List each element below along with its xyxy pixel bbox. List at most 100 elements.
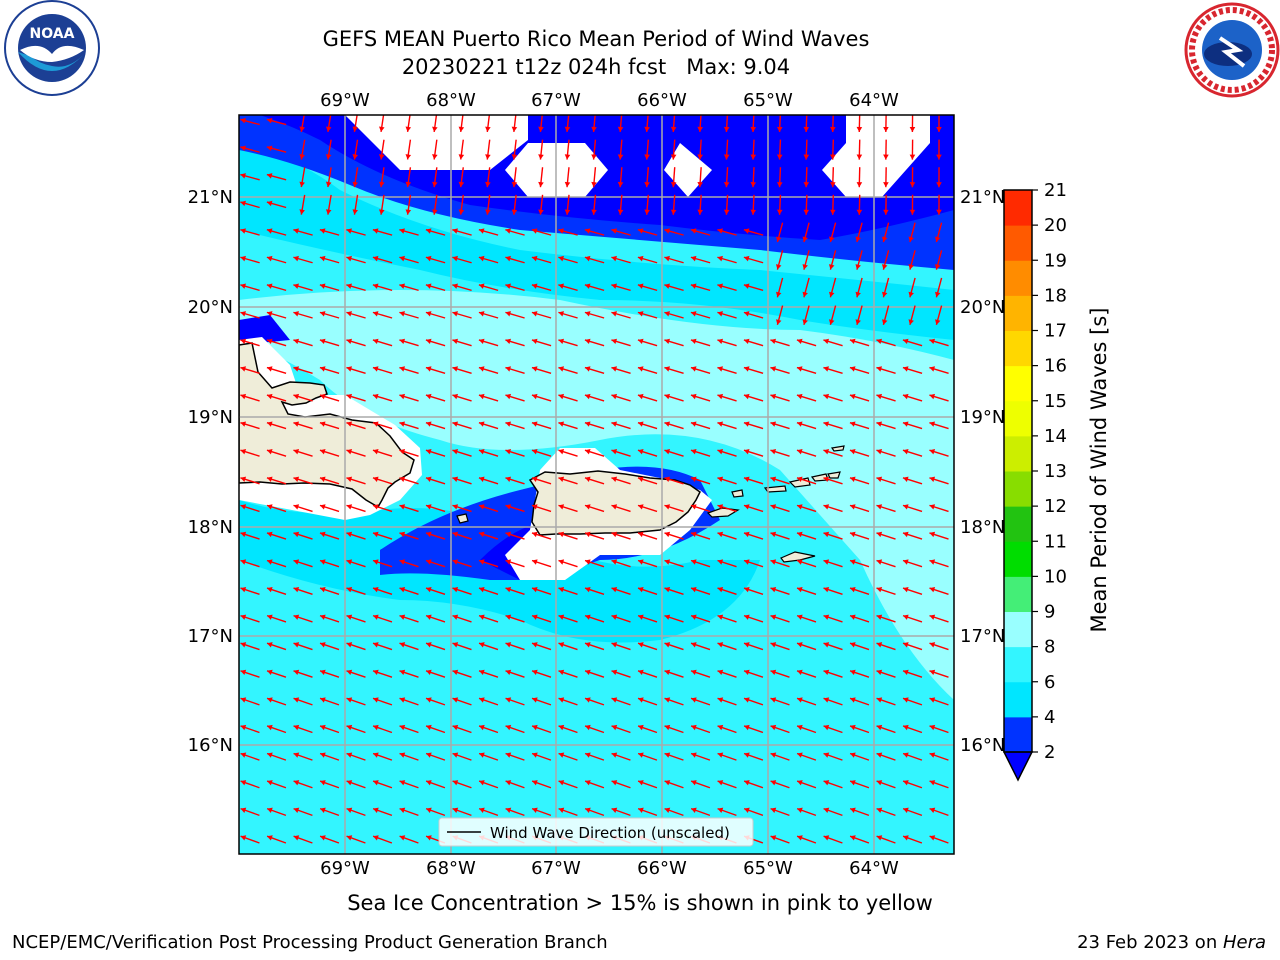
- colorbar-tick-label: 2: [1044, 742, 1055, 763]
- wave-direction-arrow: [611, 504, 631, 513]
- wave-direction-arrow: [829, 222, 837, 243]
- wave-direction-arrow: [717, 449, 737, 457]
- wave-direction-arrow: [531, 614, 552, 623]
- wave-direction-arrow: [717, 752, 737, 761]
- wave-direction-arrow: [876, 780, 896, 789]
- wave-direction-arrow: [399, 559, 419, 568]
- colorbar-segment: [1004, 260, 1032, 296]
- wave-direction-arrow: [664, 393, 684, 402]
- wave-direction-arrow: [664, 283, 684, 292]
- wave-direction-arrow: [717, 421, 737, 430]
- wave-direction-arrow: [637, 586, 658, 595]
- colorbar-tick-label: 4: [1044, 707, 1055, 728]
- wave-direction-arrow: [664, 586, 684, 595]
- wave-direction-arrow: [690, 780, 711, 789]
- wave-direction-arrow: [909, 139, 916, 160]
- colorbar-tick-label: 11: [1044, 531, 1067, 552]
- wave-direction-arrow: [319, 697, 340, 706]
- wave-direction-arrow: [266, 311, 287, 319]
- wave-direction-arrow: [452, 724, 472, 734]
- wave-direction-arrow: [531, 228, 552, 236]
- wave-direction-arrow: [823, 752, 843, 761]
- wave-direction-arrow: [876, 614, 896, 623]
- wave-direction-arrow: [425, 807, 446, 817]
- wave-direction-arrow: [531, 586, 552, 595]
- wave-direction-arrow: [908, 222, 916, 243]
- wave-direction-arrow: [803, 194, 810, 215]
- wave-direction-arrow: [266, 421, 287, 430]
- wave-direction-arrow: [876, 421, 896, 430]
- wave-direction-arrow: [399, 421, 419, 430]
- wave-direction-arrow: [372, 724, 393, 734]
- wave-direction-arrow: [372, 338, 393, 347]
- wave-direction-arrow: [770, 421, 790, 430]
- wave-direction-arrow: [425, 642, 446, 651]
- wave-direction-arrow: [823, 724, 843, 734]
- wave-direction-arrow: [452, 476, 472, 485]
- wave-direction-arrow: [637, 338, 658, 347]
- wave-direction-arrow: [452, 449, 472, 457]
- lat-label-left: 21°N: [188, 187, 233, 208]
- wave-direction-arrow: [770, 752, 790, 761]
- wave-direction-arrow: [432, 139, 438, 160]
- wave-direction-arrow: [319, 476, 340, 485]
- wave-direction-arrow: [644, 167, 650, 188]
- wave-direction-arrow: [611, 807, 631, 817]
- wave-direction-arrow: [584, 586, 605, 595]
- wave-direction-arrow: [511, 194, 518, 215]
- wave-direction-arrow: [929, 504, 949, 513]
- wave-direction-arrow: [902, 559, 923, 568]
- wave-direction-arrow: [717, 283, 737, 292]
- wave-direction-arrow: [240, 338, 260, 347]
- wave-direction-arrow: [611, 311, 631, 319]
- wave-direction-arrow: [452, 504, 472, 513]
- wave-direction-arrow: [319, 807, 340, 817]
- wave-direction-arrow: [823, 531, 843, 540]
- wave-direction-arrow: [849, 586, 870, 595]
- wave-direction-arrow: [452, 614, 472, 623]
- wave-direction-arrow: [319, 311, 340, 319]
- wave-direction-arrow: [372, 697, 393, 706]
- wave-direction-arrow: [266, 559, 287, 568]
- wave-direction-arrow: [611, 476, 631, 485]
- wave-direction-arrow: [531, 255, 552, 264]
- wave-direction-arrow: [399, 504, 419, 513]
- wave-direction-arrow: [293, 255, 313, 264]
- wave-direction-arrow: [425, 228, 446, 236]
- wave-direction-arrow: [346, 780, 366, 789]
- wave-direction-arrow: [240, 228, 260, 236]
- wave-direction-arrow: [325, 194, 332, 215]
- wave-direction-arrow: [770, 504, 790, 513]
- wave-direction-arrow: [743, 807, 764, 817]
- wave-direction-arrow: [664, 724, 684, 734]
- wave-direction-arrow: [690, 255, 711, 264]
- wave-direction-arrow: [240, 421, 260, 430]
- wave-direction-arrow: [855, 222, 863, 243]
- wave-direction-arrow: [346, 724, 366, 734]
- graticule: [239, 115, 954, 854]
- wave-direction-arrow: [929, 780, 949, 789]
- wave-direction-arrow: [717, 780, 737, 789]
- wave-direction-arrow: [611, 449, 631, 457]
- wave-direction-arrow: [717, 366, 737, 374]
- wave-direction-arrow: [882, 277, 890, 298]
- wave-direction-arrow: [505, 476, 525, 485]
- wave-direction-arrow: [830, 167, 836, 188]
- wave-direction-arrow: [405, 194, 412, 215]
- wave-direction-arrow: [908, 250, 916, 270]
- wave-direction-arrow: [823, 669, 843, 678]
- wave-direction-arrow: [485, 194, 491, 215]
- wind-wave-arrows: [240, 115, 949, 844]
- wave-direction-arrow: [902, 586, 923, 595]
- colorbar-segment: [1004, 576, 1032, 612]
- wave-direction-arrow: [717, 642, 737, 651]
- wave-direction-arrow: [644, 194, 650, 215]
- wave-direction-arrow: [584, 449, 605, 457]
- wave-direction-arrow: [690, 449, 711, 457]
- wave-direction-arrow: [346, 614, 366, 623]
- lat-label-right: 19°N: [960, 407, 1005, 428]
- wave-direction-arrow: [584, 780, 605, 789]
- wave-direction-arrow: [849, 752, 870, 761]
- wave-direction-arrow: [690, 531, 711, 540]
- wave-direction-arrow: [485, 139, 491, 160]
